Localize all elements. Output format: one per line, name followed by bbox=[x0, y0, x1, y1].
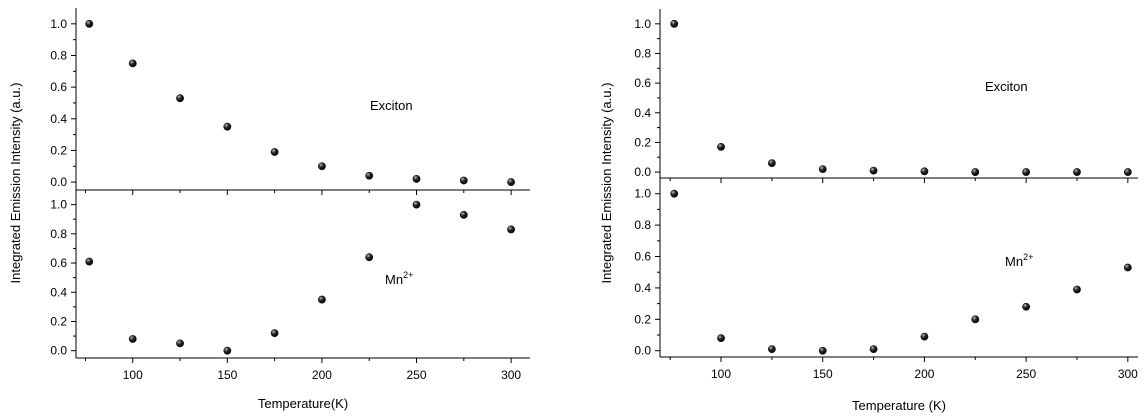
y-tick-label: 0.0 bbox=[634, 344, 651, 358]
series-annotation: Mn2+ bbox=[1005, 252, 1033, 269]
data-point bbox=[920, 167, 929, 176]
data-point bbox=[365, 171, 374, 180]
y-tick-label: 0.8 bbox=[634, 218, 651, 232]
x-tick-label: 150 bbox=[813, 367, 833, 381]
data-point bbox=[176, 339, 184, 348]
series-annotation: Exciton bbox=[370, 98, 413, 113]
series-annotation: Mn2+ bbox=[385, 270, 413, 287]
data-point bbox=[412, 200, 421, 209]
data-point bbox=[971, 315, 980, 324]
data-point bbox=[223, 122, 232, 131]
data-point bbox=[869, 345, 878, 354]
right-chart: 0.0 0.2 0.4 0.6 0.8 1.0 Exciton 0.0 0.2 0.4 0.6 0.8… bbox=[599, 9, 1138, 413]
data-point bbox=[1073, 168, 1081, 176]
data-point bbox=[767, 345, 776, 354]
y-tick-label: 0.8 bbox=[50, 48, 67, 62]
y-tick-label: 1.0 bbox=[50, 198, 67, 212]
data-point bbox=[128, 335, 137, 343]
data-point bbox=[365, 253, 374, 262]
data-point bbox=[270, 148, 279, 156]
panel-bottom: 0.0 0.2 0.4 0.6 0.8 1.0 100 150 200 250 300 Mn2+ bbox=[50, 190, 530, 382]
y-tick-label: 0.6 bbox=[50, 256, 67, 270]
y-tick-label: 0.2 bbox=[634, 312, 651, 326]
data-point bbox=[1123, 263, 1132, 272]
data-point bbox=[1073, 285, 1081, 294]
data-point bbox=[318, 162, 326, 171]
y-tick-label: 0.2 bbox=[50, 143, 67, 157]
y-tick-label: 0.6 bbox=[634, 250, 651, 264]
annotation-text: Exciton bbox=[985, 79, 1028, 94]
y-tick-label: 0.2 bbox=[634, 135, 651, 149]
y-tick-label: 0.4 bbox=[50, 112, 67, 126]
data-point bbox=[459, 210, 468, 219]
y-tick-label: 0.0 bbox=[50, 344, 67, 358]
left-chart: 0.0 0.2 0.4 0.6 0.8 1.0 Exciton 0.0 0.2 0.4 0.6 0.8… bbox=[8, 8, 530, 411]
data-point bbox=[670, 189, 679, 198]
data-point bbox=[507, 225, 515, 234]
y-tick-label: 0.8 bbox=[50, 227, 67, 241]
data-point bbox=[767, 159, 776, 168]
annotation-text: Exciton bbox=[370, 98, 413, 113]
data-point bbox=[176, 94, 184, 103]
panel-bottom: 0.0 0.2 0.4 0.6 0.8 1.0 100 150 200 250 300 Mn2+ bbox=[634, 178, 1138, 381]
y-tick-label: 1.0 bbox=[50, 17, 67, 31]
y-tick-label: 0.4 bbox=[634, 106, 651, 120]
y-axis-title: Integrated Emission Intensity (a.u.) bbox=[8, 83, 23, 284]
panel-top: 0.0 0.2 0.4 0.6 0.8 1.0 Exciton bbox=[50, 8, 530, 195]
annotation-text: Mn bbox=[1005, 254, 1023, 269]
x-tick-label: 250 bbox=[406, 368, 426, 382]
data-point bbox=[818, 346, 827, 355]
data-point bbox=[1022, 168, 1031, 176]
data-point bbox=[1022, 302, 1031, 311]
data-point bbox=[869, 166, 878, 175]
data-point bbox=[412, 175, 421, 183]
data-point bbox=[1123, 168, 1132, 176]
annotation-superscript: 2+ bbox=[403, 270, 413, 280]
x-tick-label: 100 bbox=[711, 367, 731, 381]
data-point bbox=[717, 142, 725, 151]
data-point bbox=[128, 59, 137, 68]
x-tick-label: 250 bbox=[1016, 367, 1036, 381]
data-point bbox=[717, 334, 725, 343]
data-point bbox=[670, 19, 679, 28]
data-point bbox=[971, 168, 980, 176]
x-tick-label: 150 bbox=[217, 368, 237, 382]
x-tick-label: 300 bbox=[501, 368, 521, 382]
x-tick-label: 200 bbox=[914, 367, 934, 381]
series-annotation: Exciton bbox=[985, 79, 1028, 94]
y-tick-label: 0.8 bbox=[634, 46, 651, 60]
annotation-superscript: 2+ bbox=[1023, 252, 1033, 262]
data-point bbox=[270, 329, 279, 338]
y-tick-label: 0.6 bbox=[634, 76, 651, 90]
x-axis-title: Temperature (K) bbox=[852, 398, 946, 413]
data-point bbox=[818, 165, 827, 174]
y-tick-label: 0.0 bbox=[50, 175, 67, 189]
data-point bbox=[318, 295, 326, 304]
annotation-text: Mn bbox=[385, 272, 403, 287]
y-axis-title: Integrated Emission Intensity (a.u.) bbox=[599, 83, 614, 284]
y-tick-label: 0.0 bbox=[634, 165, 651, 179]
data-point bbox=[85, 19, 94, 28]
y-tick-label: 1.0 bbox=[634, 187, 651, 201]
y-tick-label: 0.6 bbox=[50, 80, 67, 94]
x-tick-label: 300 bbox=[1118, 367, 1138, 381]
y-tick-label: 1.0 bbox=[634, 17, 651, 31]
y-tick-label: 0.4 bbox=[50, 285, 67, 299]
data-point bbox=[459, 176, 468, 185]
y-tick-label: 0.4 bbox=[634, 281, 651, 295]
panel-top: 0.0 0.2 0.4 0.6 0.8 1.0 Exciton bbox=[634, 9, 1138, 183]
x-axis-title: Temperature(K) bbox=[258, 396, 348, 411]
x-tick-label: 100 bbox=[123, 368, 143, 382]
x-tick-label: 200 bbox=[312, 368, 332, 382]
data-point bbox=[85, 257, 94, 266]
data-point bbox=[920, 332, 929, 341]
data-point bbox=[507, 178, 515, 186]
y-tick-label: 0.2 bbox=[50, 314, 67, 328]
data-point bbox=[223, 346, 232, 355]
